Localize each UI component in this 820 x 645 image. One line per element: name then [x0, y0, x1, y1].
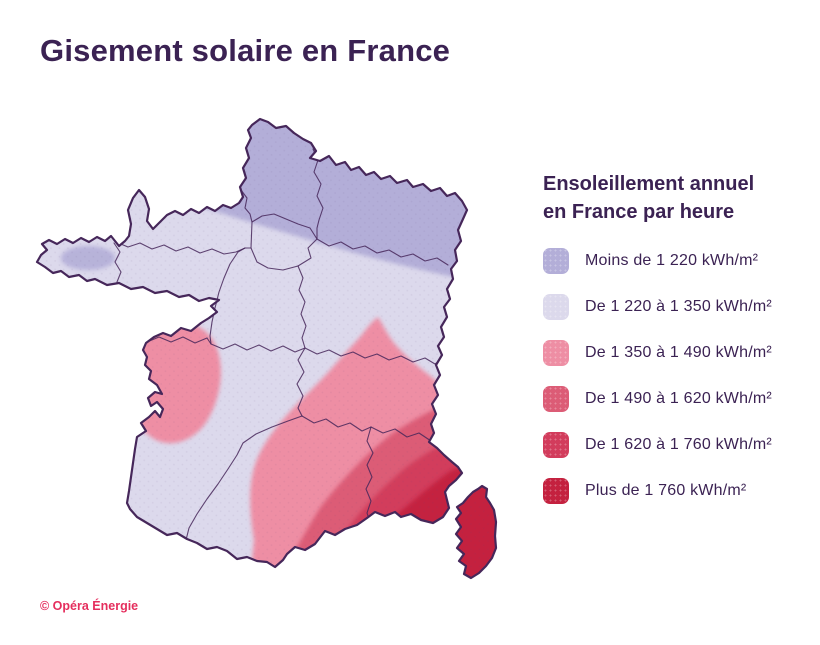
copyright-credit: © Opéra Énergie — [40, 599, 139, 613]
border-grandest-ouest — [312, 148, 324, 240]
border-bourgogne-grandest — [316, 238, 449, 266]
border-hdf-normandie — [240, 189, 253, 223]
legend-label: Moins de 1 220 kWh/m² — [585, 252, 759, 269]
legend-label: De 1 620 à 1 760 kWh/m² — [585, 436, 772, 453]
border-ile-de-france — [250, 213, 318, 271]
border-aura-ouest — [296, 347, 306, 417]
legend-label: De 1 220 à 1 350 kWh/m² — [585, 298, 772, 315]
legend-item: De 1 620 à 1 760 kWh/m² — [543, 432, 813, 458]
border-centre-bourgogne — [297, 265, 307, 349]
region-borders — [113, 148, 449, 549]
legend-item: Plus de 1 760 kWh/m² — [543, 478, 813, 504]
page-title: Gisement solaire en France — [40, 33, 451, 68]
corsica-outline — [454, 484, 498, 580]
legend-label: De 1 350 à 1 490 kWh/m² — [585, 344, 772, 361]
border-nouvelleaquitaine-nord — [146, 336, 306, 353]
map-dot-texture — [37, 119, 467, 567]
legend-title: Ensoleillement annuel en France par heur… — [543, 170, 813, 226]
legend-items: Moins de 1 220 kWh/m² De 1 220 à 1 350 k… — [543, 248, 813, 504]
border-bfc-aura — [304, 347, 442, 365]
legend-swatch-moins-1220 — [543, 248, 569, 274]
legend-item: De 1 220 à 1 350 kWh/m² — [543, 294, 813, 320]
legend-swatch-1490-1620 — [543, 386, 569, 412]
legend-label: De 1 490 à 1 620 kWh/m² — [585, 390, 772, 407]
border-occitanie-aura — [301, 415, 372, 432]
corsica-dot-texture — [456, 486, 496, 578]
legend: Ensoleillement annuel en France par heur… — [543, 170, 813, 524]
france-outline — [35, 117, 469, 569]
legend-label: Plus de 1 760 kWh/m² — [585, 482, 747, 499]
france-map-container — [25, 108, 525, 608]
border-occitanie-paca — [365, 426, 374, 520]
legend-item: De 1 490 à 1 620 kWh/m² — [543, 386, 813, 412]
legend-swatch-1350-1490 — [543, 340, 569, 366]
legend-title-line1: Ensoleillement annuel — [543, 173, 755, 195]
legend-title-line2: en France par heure — [543, 201, 735, 223]
legend-swatch-1620-1760 — [543, 432, 569, 458]
legend-item: De 1 350 à 1 490 kWh/m² — [543, 340, 813, 366]
border-naq-occitanie — [185, 415, 303, 549]
legend-item: Moins de 1 220 kWh/m² — [543, 248, 813, 274]
legend-swatch-1220-1350 — [543, 294, 569, 320]
legend-swatch-plus-1760 — [543, 478, 569, 504]
border-centre-ouest — [209, 247, 246, 345]
france-solar-map — [35, 117, 498, 580]
border-normandie-sud — [115, 241, 252, 255]
